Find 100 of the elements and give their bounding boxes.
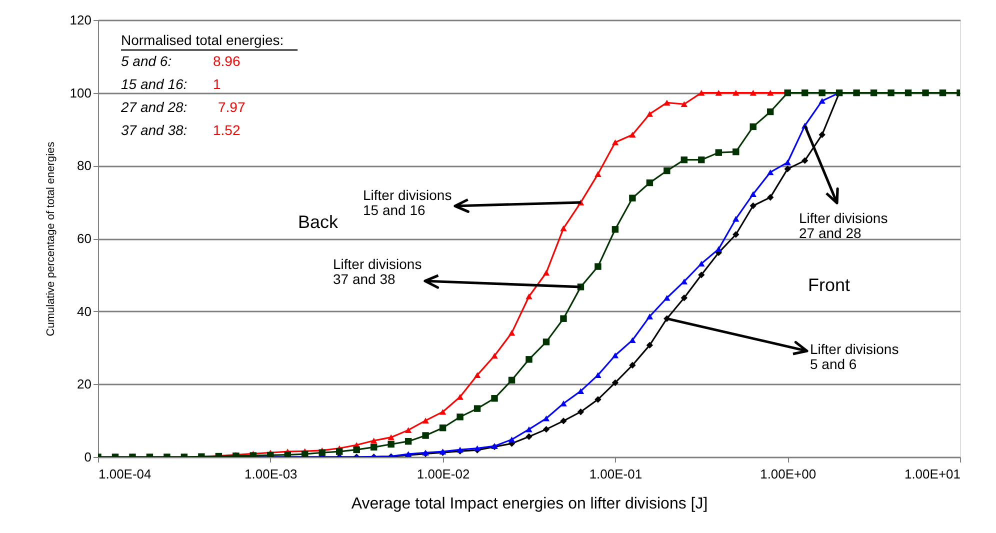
point [370, 444, 378, 451]
point [456, 414, 464, 420]
point [680, 278, 688, 284]
annotation: 27 and 28: [120, 99, 188, 115]
point [560, 315, 567, 322]
point [542, 338, 550, 346]
annotation: Lifter divisions 37 and 38 [333, 256, 422, 287]
point [750, 90, 756, 96]
annotation: 8.96 [213, 53, 240, 69]
point [594, 171, 602, 177]
point [664, 100, 670, 106]
point [439, 424, 446, 432]
point [629, 362, 636, 369]
y-tick-label: 20 [77, 376, 92, 392]
point [612, 226, 619, 233]
point [474, 405, 481, 412]
point [302, 450, 308, 457]
point [594, 263, 602, 270]
annotation: 15 and 16: [121, 76, 188, 92]
point [698, 260, 705, 267]
point [526, 293, 532, 300]
x-tick-label: 1.00E-04 [98, 466, 152, 482]
y-tick-label: 100 [70, 85, 92, 100]
annotation: Normalised total energies: [121, 32, 284, 48]
point [542, 415, 550, 422]
point [474, 372, 481, 378]
point [680, 101, 688, 108]
point [491, 395, 498, 402]
point [732, 148, 740, 156]
point [646, 179, 654, 186]
point [508, 376, 516, 384]
point [526, 426, 532, 432]
point [715, 246, 722, 252]
point [698, 272, 705, 278]
x-axis-title: Average total Impact energies on lifter divisions [J] [351, 496, 708, 512]
point [646, 342, 654, 349]
point [526, 356, 532, 363]
point [422, 418, 429, 424]
y-tick-label: 0 [84, 450, 92, 464]
point [698, 90, 705, 96]
annotation: 7.97 [218, 99, 246, 115]
point [767, 169, 774, 176]
point [818, 131, 826, 138]
point [750, 123, 756, 130]
y-tick-label: 120 [70, 12, 92, 28]
point [508, 436, 516, 442]
annotation: Lifter divisions 27 and 28 [799, 210, 888, 241]
point [715, 149, 722, 156]
point [370, 438, 378, 444]
point [456, 394, 464, 400]
point [318, 449, 326, 456]
y-axis-title: Cumulative percentage of total energies [44, 141, 57, 336]
point [664, 167, 670, 174]
point [353, 446, 360, 454]
point [629, 132, 636, 138]
annotation: Back [298, 212, 340, 232]
point [594, 396, 602, 403]
annotation: 1 [213, 76, 221, 92]
point [629, 194, 636, 202]
point [680, 294, 688, 302]
point [784, 166, 791, 172]
point [680, 156, 688, 164]
point [646, 314, 654, 320]
point [594, 372, 602, 378]
point [284, 451, 291, 457]
y-tick-label: 60 [77, 231, 92, 246]
annotation: Lifter divisions 5 and 6 [810, 341, 899, 372]
annotation: 1.52 [213, 122, 240, 138]
point [732, 231, 740, 238]
point [388, 440, 394, 448]
y-tick-label: 40 [77, 304, 92, 319]
point [767, 108, 774, 116]
point [560, 418, 567, 424]
x-tick-label: 1.00E-01 [589, 466, 642, 482]
point [542, 270, 550, 276]
point [439, 408, 446, 415]
point [577, 388, 584, 394]
y-tick-label: 80 [77, 158, 92, 174]
point [715, 90, 722, 96]
point [818, 89, 826, 96]
point [767, 194, 774, 201]
point [560, 400, 567, 406]
x-tick-label: 1.00E+01 [904, 466, 960, 482]
point [491, 352, 498, 359]
point [560, 225, 567, 232]
point [767, 90, 774, 96]
point [577, 408, 584, 416]
x-tick-label: 1.00E+00 [760, 466, 816, 482]
point [629, 337, 636, 344]
point [404, 438, 412, 445]
annotation: Front [808, 275, 850, 295]
point [542, 426, 550, 433]
point [612, 139, 619, 146]
point [404, 427, 412, 433]
point [526, 433, 532, 440]
point [750, 202, 756, 210]
point [646, 111, 654, 117]
annotation: 5 and 6: [121, 53, 172, 69]
point [732, 216, 740, 222]
point [818, 98, 826, 104]
